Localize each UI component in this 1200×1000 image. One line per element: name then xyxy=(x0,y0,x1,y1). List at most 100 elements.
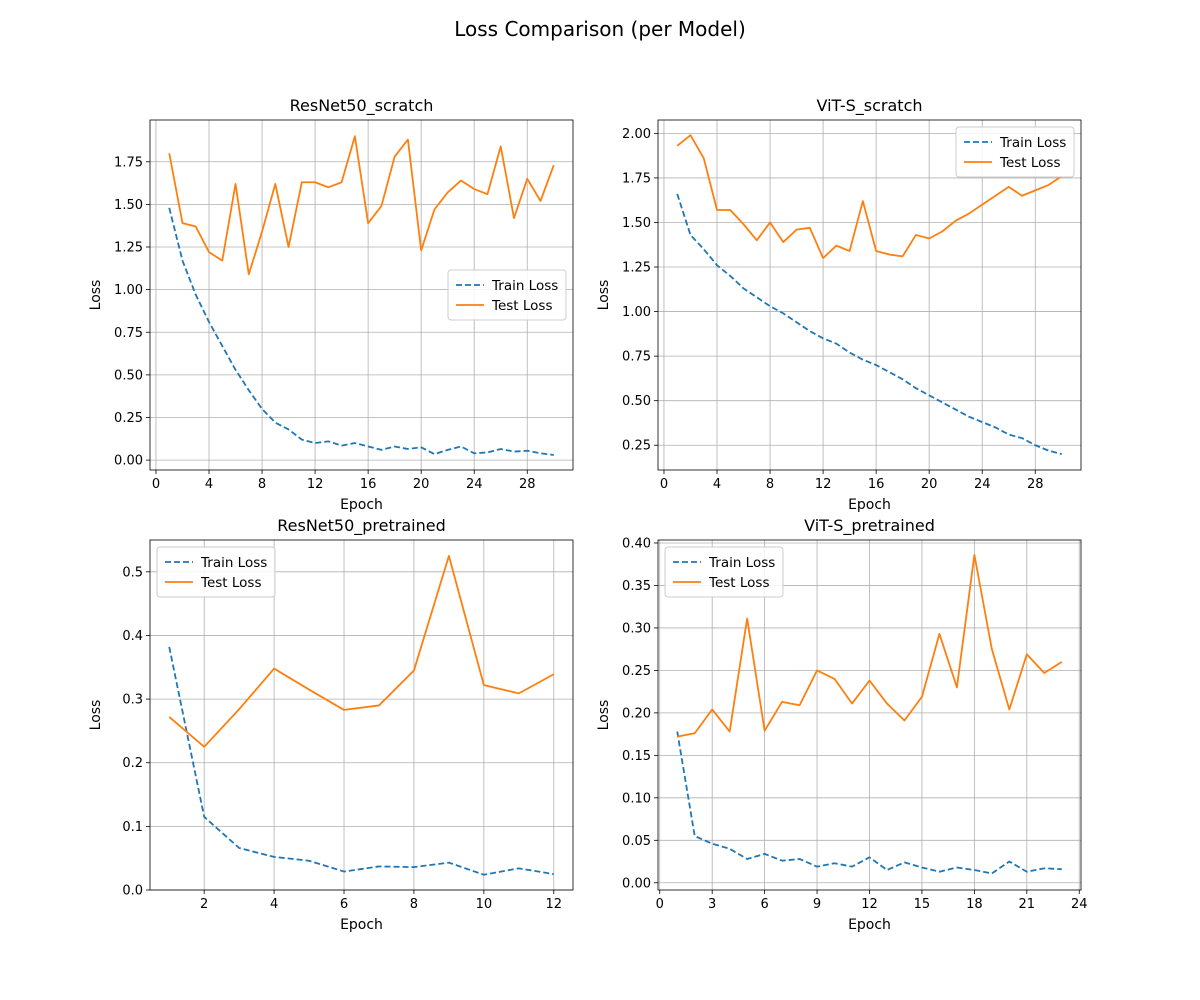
x-tick-label: 8 xyxy=(766,477,774,492)
x-tick-label: 8 xyxy=(410,897,418,912)
x-tick-label: 16 xyxy=(868,477,885,492)
legend-label-train-loss: Train Loss xyxy=(999,135,1066,151)
y-tick-label: 0.25 xyxy=(114,411,143,426)
y-tick-label: 1.50 xyxy=(114,198,143,213)
x-tick-label: 9 xyxy=(813,897,821,912)
legend-label-test-loss: Test Loss xyxy=(999,155,1061,171)
x-tick-label: 2 xyxy=(200,897,208,912)
subplot-title: ResNet50_pretrained xyxy=(277,516,446,536)
y-tick-label: 0.10 xyxy=(622,791,651,806)
legend-box xyxy=(955,126,1075,178)
x-tick-label: 21 xyxy=(1019,897,1036,912)
panel-vit-s-scratch: 0 4 8 12 16 20 24 28 0.25 0.50 0.75 1.00 1.25 1.50 1.7… xyxy=(596,96,1082,513)
legend: Train Loss Test Loss xyxy=(955,126,1075,178)
x-tick-label: 28 xyxy=(519,477,536,492)
y-axis-label: Loss xyxy=(596,700,612,731)
y-tick-label: 1.25 xyxy=(622,261,651,276)
x-tick-label: 18 xyxy=(966,897,983,912)
x-axis-label: Epoch xyxy=(848,497,891,513)
y-tick-label: 0.00 xyxy=(622,876,651,891)
legend-label-train-loss: Train Loss xyxy=(200,555,267,571)
y-tick-label: 0.35 xyxy=(622,579,651,594)
y-tick-label: 1.00 xyxy=(622,305,651,320)
series-test-loss xyxy=(676,134,1063,260)
series-train-loss xyxy=(676,731,1062,875)
x-tick-label: 0 xyxy=(656,897,664,912)
x-axis-label: Epoch xyxy=(340,917,383,933)
y-tick-label: 0.75 xyxy=(622,350,651,365)
series-train-loss xyxy=(168,207,554,456)
x-tick-label: 12 xyxy=(307,477,324,492)
x-tick-label: 20 xyxy=(413,477,430,492)
x-tick-label: 6 xyxy=(340,897,348,912)
y-tick-label: 0.5 xyxy=(122,565,143,580)
y-tick-label: 1.00 xyxy=(114,283,143,298)
y-axis-label: Loss xyxy=(88,700,104,731)
x-tick-label: 24 xyxy=(974,477,991,492)
legend-label-test-loss: Test Loss xyxy=(200,575,262,591)
legend: Train Loss Test Loss xyxy=(447,269,567,321)
y-tick-label: 0.40 xyxy=(622,536,651,551)
axes-frame xyxy=(149,539,574,891)
legend-box xyxy=(447,269,567,321)
y-tick-label: 1.75 xyxy=(114,155,143,170)
series-test-loss xyxy=(677,553,1063,738)
panel-resnet50-scratch: 0 4 8 12 16 20 24 28 0.00 0.25 0.50 0.75 1.00 1.25 1.5… xyxy=(88,96,574,513)
x-tick-label: 0 xyxy=(152,477,160,492)
subplot-title: ViT-S_pretrained xyxy=(804,516,935,536)
legend-box xyxy=(664,546,784,598)
y-tick-label: 0.25 xyxy=(622,439,651,454)
y-tick-label: 0.50 xyxy=(622,394,651,409)
y-tick-label: 0.3 xyxy=(122,693,143,708)
panel-resnet50-pretrained: 2 4 6 8 10 12 0.0 0.1 0.2 0.3 0.4 0.5 ResNet50_pretr… xyxy=(88,516,574,933)
y-tick-label: 0.20 xyxy=(622,706,651,721)
x-tick-label: 15 xyxy=(914,897,931,912)
y-tick-label: 0.1 xyxy=(122,820,143,835)
panel-vit-s-pretrained: 0 3 6 9 12 15 18 21 24 0.00 0.05 0.10 0.15 0.20 0.25 0.… xyxy=(596,516,1088,933)
x-axis-label: Epoch xyxy=(848,917,891,933)
x-tick-label: 12 xyxy=(815,477,832,492)
subplots: 0 4 8 12 16 20 24 280.000.250.500.751.001.251.5… xyxy=(88,96,1088,933)
legend: Train Loss Test Loss xyxy=(664,546,784,598)
x-tick-label: 3 xyxy=(708,897,716,912)
x-tick-label: 28 xyxy=(1027,477,1044,492)
y-axis-label: Loss xyxy=(88,280,104,311)
y-tick-label: 0.05 xyxy=(622,834,651,849)
legend-label-train-loss: Train Loss xyxy=(708,555,775,571)
y-axis-label: Loss xyxy=(596,280,612,311)
legend-label-test-loss: Test Loss xyxy=(491,298,553,314)
x-tick-label: 0 xyxy=(660,477,668,492)
y-tick-label: 1.50 xyxy=(622,216,651,231)
y-tick-label: 1.25 xyxy=(114,241,143,256)
x-tick-label: 8 xyxy=(258,477,266,492)
series-test-loss xyxy=(168,555,555,748)
series-train-loss xyxy=(676,193,1063,456)
y-tick-label: 1.75 xyxy=(622,171,651,186)
y-tick-label: 0.2 xyxy=(122,756,143,771)
x-axis-label: Epoch xyxy=(340,497,383,513)
axes-frame xyxy=(657,119,1082,471)
y-tick-label: 0.15 xyxy=(622,749,651,764)
x-tick-label: 4 xyxy=(205,477,213,492)
series-test-loss xyxy=(168,135,555,276)
legend: Train Loss Test Loss xyxy=(156,546,276,598)
legend-label-test-loss: Test Loss xyxy=(708,575,770,591)
x-tick-label: 6 xyxy=(760,897,768,912)
x-tick-label: 12 xyxy=(861,897,878,912)
y-tick-label: 0.30 xyxy=(622,621,651,636)
axes-frame xyxy=(149,119,574,471)
y-tick-label: 2.00 xyxy=(622,127,651,142)
y-tick-label: 0.25 xyxy=(622,664,651,679)
x-tick-label: 24 xyxy=(1071,897,1088,912)
legend-box xyxy=(156,546,276,598)
x-tick-label: 16 xyxy=(360,477,377,492)
x-tick-label: 20 xyxy=(921,477,938,492)
y-tick-label: 0.75 xyxy=(114,326,143,341)
subplot-title: ResNet50_scratch xyxy=(290,96,434,116)
y-tick-label: 0.0 xyxy=(122,884,143,899)
legend-label-train-loss: Train Loss xyxy=(491,278,558,294)
y-tick-label: 0.00 xyxy=(114,454,143,469)
subplot-title: ViT-S_scratch xyxy=(817,96,923,116)
